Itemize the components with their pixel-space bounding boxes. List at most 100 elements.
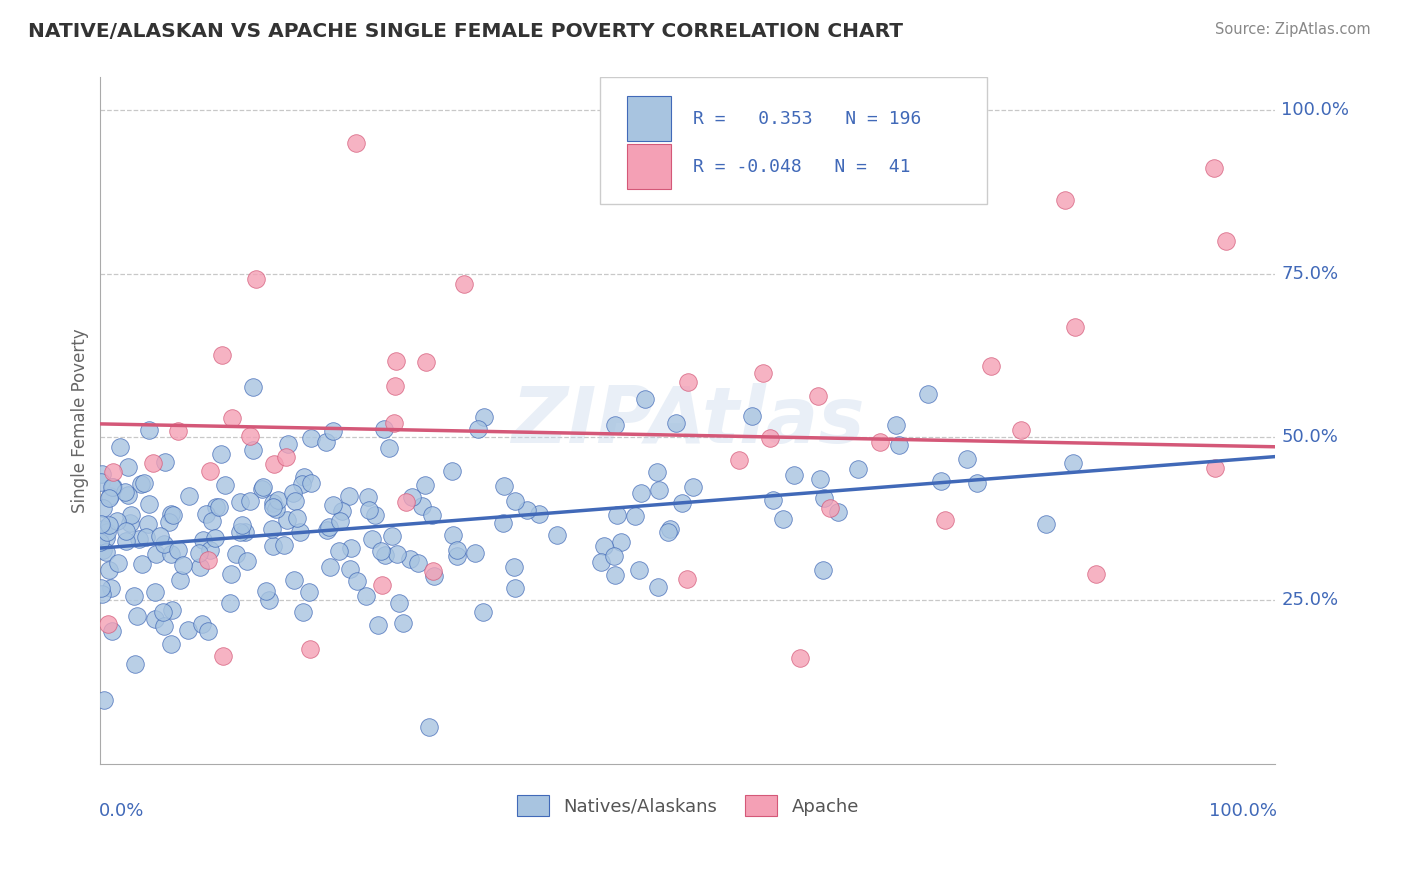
Point	[591, 555, 613, 569]
Point	[869, 434, 891, 449]
Point	[252, 480, 274, 494]
Point	[411, 500, 433, 514]
Point	[90, 587, 112, 601]
Point	[453, 277, 475, 291]
Point	[155, 455, 177, 469]
Point	[367, 617, 389, 632]
Point	[273, 538, 295, 552]
Point	[236, 554, 259, 568]
Text: R =   0.353   N = 196: R = 0.353 N = 196	[693, 110, 921, 128]
Point	[233, 525, 256, 540]
Point	[546, 527, 568, 541]
Point	[422, 508, 444, 523]
Point	[239, 429, 262, 443]
Point	[401, 490, 423, 504]
Point	[187, 545, 209, 559]
Point	[1010, 423, 1032, 437]
Point	[283, 485, 305, 500]
Point	[201, 514, 224, 528]
Point	[1064, 320, 1087, 334]
Point	[89, 581, 111, 595]
Point	[263, 457, 285, 471]
Point	[242, 442, 264, 457]
Point	[131, 557, 153, 571]
Point	[96, 531, 118, 545]
Point	[138, 497, 160, 511]
Point	[117, 460, 139, 475]
Point	[197, 624, 219, 638]
Point	[91, 501, 114, 516]
Point	[107, 514, 129, 528]
Point	[214, 478, 236, 492]
Point	[762, 492, 785, 507]
Point	[242, 379, 264, 393]
Point	[603, 418, 626, 433]
Point	[359, 503, 381, 517]
Point	[752, 366, 775, 380]
Point	[159, 547, 181, 561]
Point	[492, 516, 515, 531]
Point	[330, 503, 353, 517]
Point	[665, 416, 688, 430]
Point	[446, 549, 468, 563]
Point	[889, 438, 911, 452]
Point	[322, 498, 344, 512]
Point	[682, 480, 704, 494]
Point	[96, 525, 118, 540]
Point	[152, 537, 174, 551]
Point	[204, 531, 226, 545]
Point	[118, 516, 141, 530]
Point	[284, 494, 307, 508]
Point	[101, 624, 124, 638]
Point	[441, 528, 464, 542]
Point	[98, 489, 121, 503]
Point	[267, 493, 290, 508]
Point	[446, 542, 468, 557]
Point	[1053, 193, 1076, 207]
Point	[93, 542, 115, 557]
Point	[262, 500, 284, 514]
Point	[219, 566, 242, 581]
Point	[344, 136, 367, 151]
Point	[966, 475, 988, 490]
Point	[340, 541, 363, 555]
Point	[132, 475, 155, 490]
Point	[624, 508, 647, 523]
Point	[277, 437, 299, 451]
Text: 100.0%: 100.0%	[1281, 101, 1350, 120]
Point	[659, 522, 682, 536]
Point	[423, 569, 446, 583]
Point	[101, 481, 124, 495]
Point	[143, 611, 166, 625]
Point	[231, 517, 253, 532]
Point	[399, 551, 422, 566]
Point	[1215, 234, 1237, 248]
Point	[162, 508, 184, 522]
Point	[415, 355, 437, 369]
Point	[167, 424, 190, 438]
Point	[811, 562, 834, 576]
Point	[142, 456, 165, 470]
Point	[221, 411, 243, 425]
Point	[157, 515, 180, 529]
Point	[357, 491, 380, 505]
Point	[606, 508, 628, 522]
Point	[122, 589, 145, 603]
Point	[378, 441, 401, 455]
Point	[276, 513, 298, 527]
Point	[149, 529, 172, 543]
Point	[813, 491, 835, 506]
Point	[93, 522, 115, 536]
Text: 50.0%: 50.0%	[1281, 428, 1339, 446]
Point	[364, 508, 387, 522]
Text: 100.0%: 100.0%	[1209, 802, 1277, 820]
Text: Source: ZipAtlas.com: Source: ZipAtlas.com	[1215, 22, 1371, 37]
Point	[354, 590, 377, 604]
Point	[603, 568, 626, 582]
Point	[96, 544, 118, 558]
Point	[198, 542, 221, 557]
Point	[527, 507, 550, 521]
Point	[179, 489, 201, 503]
Point	[929, 475, 952, 489]
Point	[371, 577, 394, 591]
